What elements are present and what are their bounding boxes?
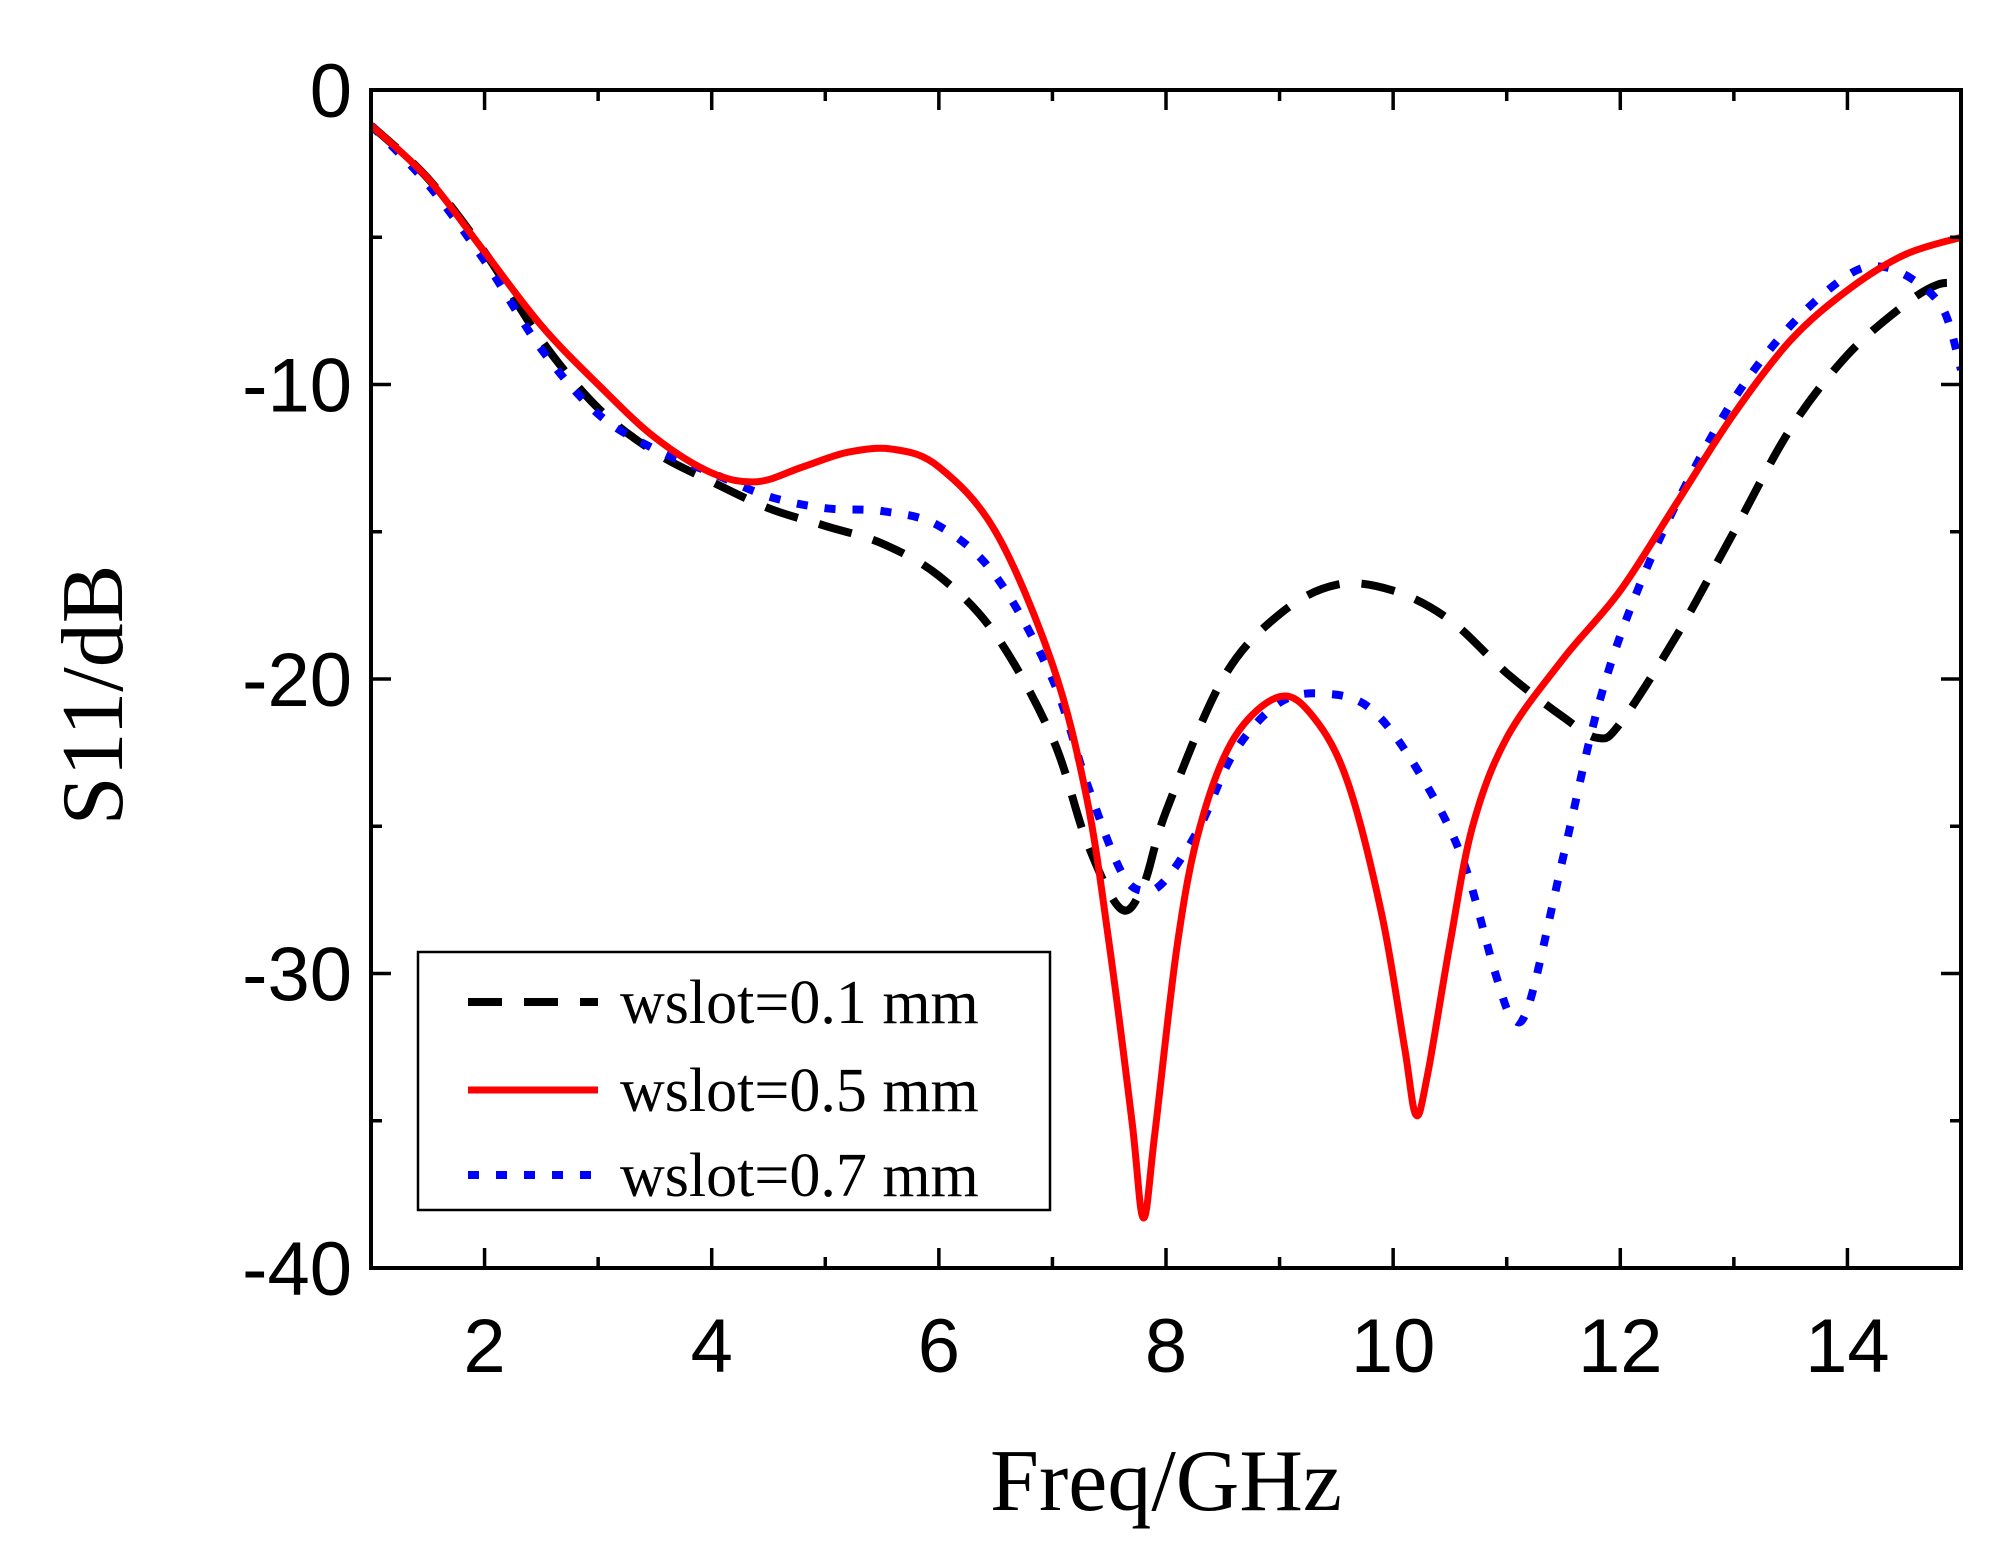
y-tick-label: -30 bbox=[242, 933, 352, 1018]
legend-box bbox=[416, 950, 1052, 1212]
x-tick-label: 12 bbox=[1578, 1304, 1663, 1389]
x-tick-label: 8 bbox=[1145, 1304, 1187, 1389]
legend: wslot=0.1 mm wslot=0.5 mm wslot=0.7 mm bbox=[416, 950, 1052, 1212]
series-layer bbox=[371, 122, 1961, 1222]
x-tick-label: 10 bbox=[1351, 1304, 1436, 1389]
legend-label-1: wslot=0.5 mm bbox=[620, 1057, 979, 1125]
series-line-2 bbox=[371, 122, 1961, 1027]
series-line-1 bbox=[371, 122, 1961, 1222]
x-tick-label: 14 bbox=[1805, 1304, 1890, 1389]
tick-layer: 2 4 6 8 10 12 14 0 -10 -20 -30 -40 bbox=[242, 49, 1963, 1389]
series-line-0 bbox=[371, 122, 1961, 915]
legend-label-2: wslot=0.7 mm bbox=[620, 1142, 979, 1210]
y-tick-label: -20 bbox=[242, 638, 352, 723]
legend-label-0: wslot=0.1 mm bbox=[620, 969, 979, 1037]
x-tick-label: 6 bbox=[918, 1304, 960, 1389]
y-axis-title: S11/dB bbox=[45, 565, 142, 826]
x-tick-label: 4 bbox=[691, 1304, 733, 1389]
y-tick-label: -40 bbox=[242, 1227, 352, 1312]
y-tick-label: -10 bbox=[242, 344, 352, 429]
x-tick-label: 2 bbox=[463, 1304, 505, 1389]
x-axis-title: Freq/GHz bbox=[990, 1433, 1342, 1530]
y-tick-label: 0 bbox=[310, 49, 352, 134]
